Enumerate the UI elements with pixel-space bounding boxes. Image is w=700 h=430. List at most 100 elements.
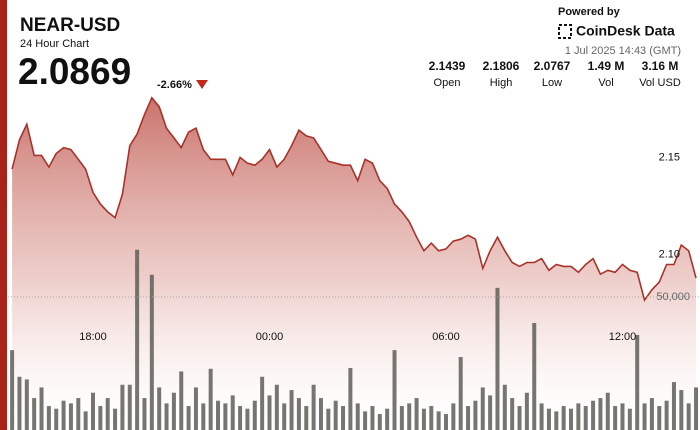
stat-value: 1.49 M (588, 59, 625, 73)
stat-value: 2.1806 (483, 59, 520, 73)
volume-bar (289, 390, 294, 430)
volume-bar (208, 368, 213, 430)
volume-bar (671, 382, 676, 430)
brand-icon (558, 24, 572, 39)
volume-bar (157, 387, 162, 430)
volume-bar (539, 403, 544, 430)
stat-label: Vol (598, 77, 613, 89)
volume-bar (495, 287, 500, 430)
volume-bar (223, 403, 228, 430)
x-tick-label: 18:00 (79, 331, 107, 343)
brand: CoinDesk Data (576, 23, 675, 39)
volume-bar (76, 398, 81, 430)
volume-bar (164, 403, 169, 430)
stats: 2.1439 Open 2.1806 High 2.0767 Low 1.49 M Vol 3.… (429, 59, 681, 89)
volume-bar (304, 406, 309, 430)
volume-bar (193, 387, 198, 430)
volume-bar (238, 406, 243, 430)
y2-tick-label: 50,000 (656, 291, 690, 303)
price-area (12, 97, 697, 430)
volume-bar (546, 408, 551, 430)
volume-bar (635, 334, 640, 430)
title: NEAR-USD (20, 15, 120, 36)
volume-bar (348, 367, 353, 430)
volume-bar (318, 398, 323, 430)
volume-bar (436, 411, 441, 430)
stat-label: Open (434, 77, 461, 89)
volume-bar (186, 406, 191, 430)
volume-bar (421, 408, 426, 430)
volume-bar (32, 398, 37, 430)
volume-bar (252, 400, 257, 430)
volume-bar (363, 411, 368, 430)
accent-bar (0, 0, 7, 430)
volume-bar (407, 403, 412, 430)
volume-bar (569, 408, 574, 430)
volume-bar (260, 376, 265, 430)
volume-bar (642, 403, 647, 430)
subtitle: 24 Hour Chart (20, 38, 89, 50)
volume-bar (341, 406, 346, 430)
volume-bar (524, 392, 529, 430)
volume-bar (113, 408, 118, 430)
volume-bar (201, 403, 206, 430)
volume-bar (326, 408, 331, 430)
volume-bar (377, 414, 382, 430)
stat-label: High (490, 77, 513, 89)
x-tick-label: 12:00 (609, 331, 637, 343)
volume-bar (583, 406, 588, 430)
volume-bar (627, 408, 632, 430)
volume-bar (694, 387, 699, 430)
volume-bar (598, 398, 603, 430)
volume-bar (510, 398, 515, 430)
change: -2.66% (157, 79, 192, 91)
volume-bar (686, 403, 691, 430)
volume-bar (127, 384, 132, 430)
volume-bar (91, 392, 95, 430)
volume-bar (466, 406, 471, 430)
volume-bar (120, 384, 125, 430)
timestamp: 1 Jul 2025 14:43 (GMT) (565, 45, 681, 57)
volume-bar (54, 408, 59, 430)
stat-value: 2.1439 (429, 59, 466, 73)
volume-bar (61, 400, 66, 430)
volume-bar (24, 379, 29, 430)
volume-bar (296, 398, 301, 430)
volume-bar (605, 392, 610, 430)
volume-bar (311, 384, 316, 430)
stat-value: 3.16 M (642, 59, 679, 73)
volume-bar (488, 395, 493, 430)
volume-bar (230, 395, 235, 430)
volume-bar (517, 406, 522, 430)
volume-bar (370, 406, 375, 430)
volume-bar (591, 400, 596, 430)
volume-bar (480, 387, 485, 430)
plot (8, 96, 700, 430)
volume-bar (554, 411, 559, 430)
volume-bar (98, 406, 103, 430)
powered-by: Powered by (558, 6, 621, 18)
volume-bar (451, 403, 456, 430)
volume-bar (620, 403, 625, 430)
volume-bar (649, 398, 654, 430)
volume-bar (561, 406, 566, 430)
volume-bar (443, 414, 448, 430)
volume-bar (355, 403, 360, 430)
stat-value: 2.0767 (534, 59, 571, 73)
volume-bar (10, 350, 15, 430)
volume-bar (282, 403, 287, 430)
volume-bar (149, 274, 154, 430)
volume-bar (532, 322, 537, 430)
volume-bar (83, 411, 88, 430)
volume-bar (105, 398, 110, 430)
y-tick-label: 2.15 (659, 151, 680, 163)
x-tick-label: 06:00 (432, 331, 460, 343)
volume-bar (429, 406, 434, 430)
volume-bar (179, 371, 184, 430)
volume-bar (17, 376, 22, 430)
volume-bar (46, 406, 51, 430)
volume-bar (613, 406, 618, 430)
volume-bar (333, 400, 338, 430)
volume-bar (473, 400, 478, 430)
